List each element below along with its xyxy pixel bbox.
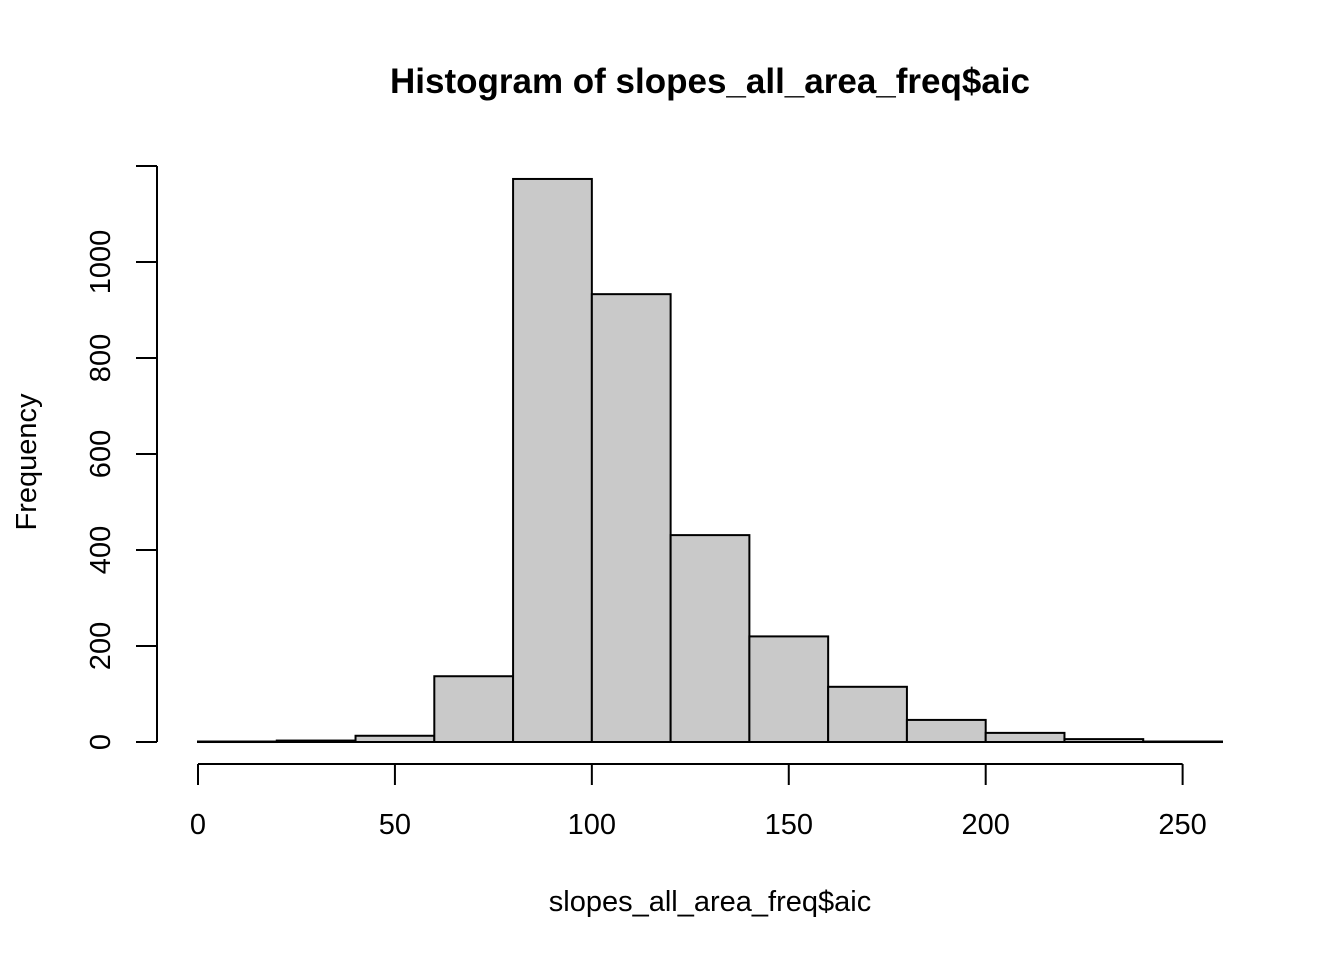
x-tick-label: 250: [1158, 809, 1206, 841]
y-tick-label: 600: [85, 430, 117, 478]
histogram-bar: [1063, 738, 1145, 743]
histogram-bar: [1142, 740, 1223, 744]
y-tick-label: 400: [85, 526, 117, 574]
x-tick-label: 100: [568, 809, 616, 841]
histogram-bar: [275, 739, 357, 743]
x-axis-label: slopes_all_area_freq$aic: [549, 886, 871, 918]
y-tick-label: 0: [85, 734, 117, 750]
histogram-bar: [748, 635, 830, 744]
histogram-bar: [512, 177, 593, 743]
x-tick-label: 50: [379, 809, 411, 841]
histogram-bar: [905, 718, 987, 743]
y-tick-label: 1000: [85, 230, 117, 295]
chart-title: Histogram of slopes_all_area_freq$aic: [390, 62, 1030, 101]
histogram-bar: [590, 293, 672, 743]
histogram-bar: [669, 534, 751, 743]
histogram-bar: [433, 675, 515, 743]
bars-group: [197, 177, 1223, 744]
y-tick-label: 800: [85, 334, 117, 382]
x-tick-label: 150: [765, 809, 813, 841]
histogram-bar: [197, 740, 278, 744]
y-tick-label: 200: [85, 622, 117, 670]
histogram-bar: [354, 734, 436, 744]
x-tick-label: 200: [961, 809, 1009, 841]
y-axis: 0 200 400 600 800 1000: [85, 165, 158, 750]
x-tick-label: 0: [190, 809, 206, 841]
histogram-bar: [984, 731, 1066, 744]
x-axis: 0 50 100 150 200 250: [190, 763, 1207, 841]
y-axis-label: Frequency: [11, 393, 43, 531]
histogram-bar: [827, 685, 908, 743]
